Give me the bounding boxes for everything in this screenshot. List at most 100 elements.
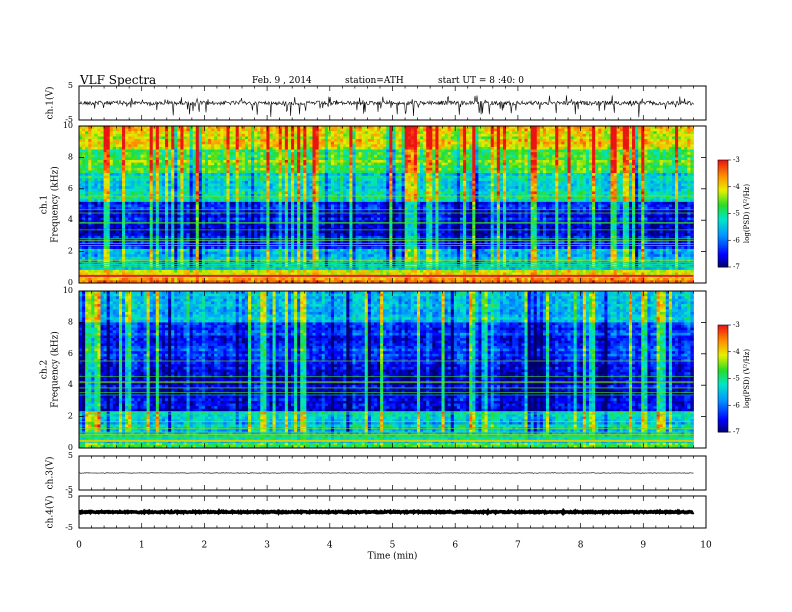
ch1-spectrogram-ytick-label: 0 [68,278,73,287]
ch2-spectrogram-colorbar-cell [718,385,728,388]
ch2-spectrogram-colorbar-cell [718,371,728,374]
ch2-spectrogram-colorbar-cell [718,374,728,378]
start-time-label: start UT = 8 :40: 0 [438,76,524,86]
ch2-spectrogram-colorbar-cell [718,369,728,372]
plot-title: VLF Spectra [80,73,156,87]
ch1-spectrogram-colorbar-cell [718,231,728,234]
ch2-spectrogram-colorbar-cell [718,424,728,428]
ch4-waveform-trace [78,507,695,516]
ch1-spectrogram-colorbar-cell [718,263,728,266]
ch1-spectrogram-colorbar-cell [718,188,728,191]
ch1-spectrogram-colorbar-tick-label: -7 [733,263,740,271]
ch2-spectrogram-colorbar-cell [718,337,728,340]
ch2-spectrogram-colorbar-cell [718,403,728,406]
ch2-spectrogram-ylabel: Frequency (kHz) [50,331,61,408]
ch1-spectrogram-colorbar-cell [718,184,728,188]
ch2-spectrogram-colorbar-cell [718,390,728,394]
ch2-spectrogram-colorbar-cell [718,426,728,429]
ch2-spectrogram-colorbar-cell [718,348,728,351]
ch2-spectrogram-colorbar-cell [718,342,728,346]
ch2-spectrogram-colorbar-cell [718,415,728,419]
ch1-spectrogram-colorbar-cell [718,222,728,225]
ch3-waveform-ytick-label: -5 [65,485,73,494]
ch1-spectrogram-colorbar-cell [718,245,728,248]
ch2-spectrogram-colorbar-cell [718,326,728,330]
ch2-spectrogram-colorbar-cell [718,335,728,338]
x-tick-label: 1 [139,541,145,551]
ch1-spectrogram-colorbar-cell [718,177,728,181]
ch2-spectrogram-colorbar-cell [718,353,728,356]
ch2-spectrogram-colorbar-cell [718,392,728,396]
ch1-waveform-ytick-label: -5 [65,115,73,124]
ch1-spectrogram-colorbar-cell [718,258,728,261]
ch1-spectrogram-colorbar-cell [718,247,728,250]
ch2-spectrogram-colorbar-cell [718,344,728,347]
ch2-spectrogram-colorbar-cell [718,383,728,387]
ch2-spectrogram-colorbar-cell [718,341,728,344]
ch1-spectrogram-colorbar-cell [718,261,728,264]
ch2-spectrogram-ytick-label: 2 [68,412,73,421]
ch2-spectrogram-ytick-label: 8 [68,317,73,326]
ch1-spectrogram-colorbar-tick-label: -5 [733,210,740,218]
ch1-spectrogram-colorbar-tick-label: -4 [733,183,740,191]
station-label: station=ATH [345,76,404,86]
x-tick-label: 4 [327,541,333,551]
ch1-spectrogram-colorbar-cell [718,202,728,206]
ch1-waveform-ylabel: ch.1(V) [45,87,56,120]
ch2-spectrogram-ylabel: ch.2 [40,360,50,379]
ch2-spectrogram-colorbar-cell [718,412,728,415]
ch1-spectrogram-colorbar-cell [718,243,728,247]
ch2-spectrogram-colorbar-cell [718,405,728,408]
ch2-spectrogram-colorbar-cell [718,387,728,390]
ch1-spectrogram-colorbar-cell [718,229,728,232]
ch1-spectrogram-colorbar-cell [718,179,728,182]
ch2-spectrogram-colorbar-tick-label: -5 [733,375,740,383]
ch2-spectrogram-colorbar-tick-label: -4 [733,348,740,356]
date-label: Feb. 9 , 2014 [252,76,312,86]
ch1-spectrogram-image [79,126,694,284]
ch1-spectrogram-colorbar-cell [718,181,728,184]
ch1-spectrogram-colorbar-cell [718,165,728,168]
ch2-spectrogram-colorbar-cell [718,394,728,397]
ch2-spectrogram-colorbar-cell [718,355,728,358]
ch1-spectrogram-ytick-label: 4 [68,215,73,224]
ch2-spectrogram-colorbar-cell [718,428,728,431]
ch2-spectrogram-colorbar-cell [718,396,728,399]
ch1-spectrogram-ytick-label: 2 [68,247,73,256]
ch1-spectrogram-colorbar-cell [718,215,728,218]
ch1-spectrogram-colorbar-cell [718,250,728,254]
ch2-spectrogram-image [79,291,694,449]
ch2-spectrogram-colorbar-cell [718,430,728,433]
ch1-spectrogram-colorbar-cell [718,208,728,211]
ch2-spectrogram-colorbar-cell [718,382,728,385]
ch1-spectrogram-colorbar-cell [718,170,728,173]
ch2-spectrogram-colorbar-cell [718,401,728,404]
ch1-spectrogram-colorbar-cell [718,186,728,190]
ch2-spectrogram-colorbar-cell [718,333,728,337]
ch2-spectrogram-colorbar-cell [718,357,728,360]
ch2-spectrogram-colorbar-label: log(PSD) (V²/Hz) [743,349,751,408]
ch2-spectrogram-colorbar-cell [718,373,728,376]
ch2-spectrogram-colorbar-cell [718,346,728,349]
x-tick-label: 3 [264,541,270,551]
ch4-waveform-ylabel: ch.4(V) [45,496,56,529]
ch2-spectrogram-colorbar-cell [718,423,728,426]
ch1-spectrogram-colorbar-cell [718,213,728,216]
ch1-spectrogram-colorbar-cell [718,201,728,204]
ch2-spectrogram-colorbar-cell [718,398,728,401]
ch2-spectrogram-colorbar-cell [718,407,728,410]
ch2-spectrogram-colorbar-cell [718,414,728,417]
ch2-spectrogram-colorbar-cell [718,364,728,367]
ch1-spectrogram-colorbar-cell [718,259,728,263]
ch2-spectrogram-ytick-label: 6 [68,349,73,358]
ch1-spectrogram-colorbar-cell [718,225,728,229]
ch1-spectrogram-colorbar-cell [718,172,728,175]
ch1-spectrogram-colorbar-cell [718,236,728,239]
x-tick-label: 0 [76,541,82,551]
ch1-spectrogram-colorbar-cell [718,195,728,198]
ch3-waveform-trace [78,472,694,474]
ch1-spectrogram-colorbar-cell [718,167,728,170]
ch1-spectrogram-colorbar-cell [718,242,728,245]
ch1-waveform-ytick-label: 5 [68,81,73,90]
ch2-spectrogram-colorbar-tick-label: -7 [733,428,740,436]
